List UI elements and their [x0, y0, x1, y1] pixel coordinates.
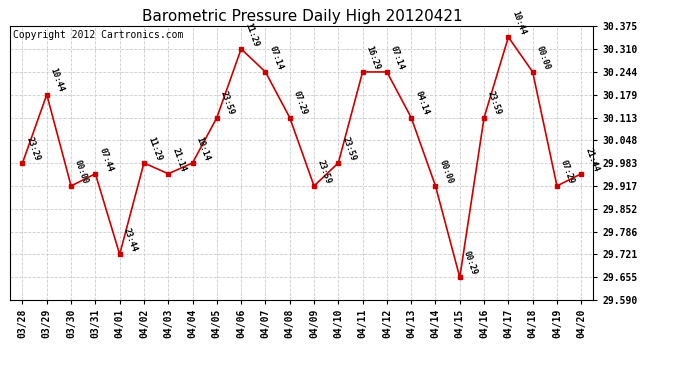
Text: 07:44: 07:44	[97, 146, 115, 173]
Text: 00:00: 00:00	[535, 44, 551, 71]
Text: 10:44: 10:44	[49, 67, 66, 93]
Text: 23:59: 23:59	[316, 158, 333, 185]
Text: 23:59: 23:59	[486, 90, 503, 117]
Text: 10:44: 10:44	[511, 9, 527, 36]
Text: 07:29: 07:29	[559, 158, 576, 185]
Text: 21:14: 21:14	[170, 146, 187, 173]
Text: 10:14: 10:14	[195, 135, 212, 162]
Text: 07:29: 07:29	[292, 90, 308, 117]
Text: 23:59: 23:59	[219, 90, 236, 117]
Text: 21:44: 21:44	[583, 146, 600, 173]
Text: 16:29: 16:29	[364, 44, 382, 71]
Text: Copyright 2012 Cartronics.com: Copyright 2012 Cartronics.com	[13, 30, 184, 40]
Text: 11:29: 11:29	[146, 135, 163, 162]
Text: 23:59: 23:59	[340, 135, 357, 162]
Text: 23:29: 23:29	[24, 135, 41, 162]
Text: 00:00: 00:00	[437, 158, 455, 185]
Text: 00:00: 00:00	[73, 158, 90, 185]
Text: 23:44: 23:44	[121, 227, 139, 253]
Text: 07:14: 07:14	[389, 44, 406, 71]
Text: 00:29: 00:29	[462, 250, 479, 276]
Title: Barometric Pressure Daily High 20120421: Barometric Pressure Daily High 20120421	[141, 9, 462, 24]
Text: 11:29: 11:29	[243, 21, 260, 48]
Text: 07:14: 07:14	[268, 44, 284, 71]
Text: 04:14: 04:14	[413, 90, 430, 117]
